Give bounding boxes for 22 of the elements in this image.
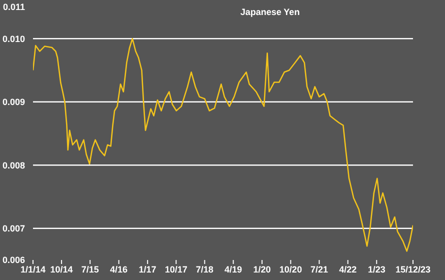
chart-title: Japanese Yen [240, 7, 300, 17]
y-tick-label: 0.010 [2, 34, 25, 44]
x-tick-label: 15/12/23 [395, 264, 431, 274]
y-tick-label: 0.011 [2, 2, 25, 12]
x-tick-label: 10/20 [279, 264, 302, 274]
x-tick-label: 1/17 [138, 264, 156, 274]
x-tick-label: 4/16 [110, 264, 128, 274]
x-tick-label: 1/23 [368, 264, 386, 274]
x-tick-label: 4/19 [224, 264, 242, 274]
x-tick-label: 7/18 [196, 264, 214, 274]
x-tick-label: 4/22 [339, 264, 357, 274]
line-series [33, 38, 413, 252]
y-tick-label: 0.006 [2, 255, 25, 266]
y-tick-label: 0.007 [2, 224, 25, 234]
x-tick-label: 1/20 [253, 264, 271, 274]
y-tick-label: 0.008 [2, 160, 25, 170]
x-tick-label: 1/1/14 [20, 264, 46, 274]
x-tick-label: 7/21 [310, 264, 328, 274]
x-tick-label: 10/14 [50, 264, 73, 274]
x-tick-label: 10/17 [164, 264, 188, 274]
x-tick-label: 7/15 [81, 264, 99, 274]
y-tick-label: 0.009 [2, 97, 25, 108]
